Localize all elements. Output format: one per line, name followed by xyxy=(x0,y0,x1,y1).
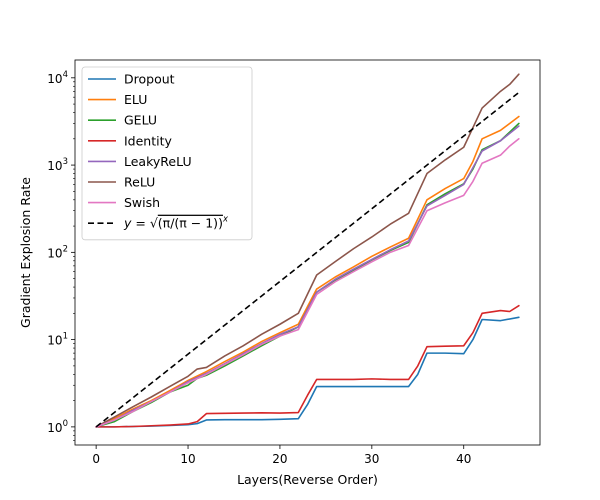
legend-label: Dropout xyxy=(124,72,175,87)
reference-line xyxy=(95,91,520,428)
series-lines xyxy=(95,73,520,428)
series-3-line xyxy=(95,304,520,428)
legend-label: ELU xyxy=(124,92,147,107)
y-axis-ticks: 100 101 102 103 104 xyxy=(47,70,75,441)
y-tick-label: 101 xyxy=(47,332,68,348)
y-tick-label: 104 xyxy=(47,70,68,86)
y-tick-label: 102 xyxy=(47,244,68,260)
x-axis-label: Layers(Reverse Order) xyxy=(237,472,378,487)
series-5-line xyxy=(95,73,520,428)
legend-label: LeakyReLU xyxy=(124,154,192,169)
x-tick-label: 0 xyxy=(92,452,100,466)
y-tick-label: 100 xyxy=(47,419,68,435)
x-tick-label: 40 xyxy=(456,452,471,466)
legend-label: Swish xyxy=(124,195,160,210)
legend-label: GELU xyxy=(124,113,157,128)
series-6-line xyxy=(95,138,520,428)
legend: Dropout ELU GELU Identity LeakyReLU ReLU Swish… xyxy=(81,66,253,241)
y-tick-label: 103 xyxy=(47,157,68,173)
y-axis-label: Gradient Explosion Rate xyxy=(18,177,33,328)
x-axis-ticks: 0 10 20 30 40 xyxy=(92,445,471,466)
x-tick-label: 20 xyxy=(272,452,287,466)
legend-label: ReLU xyxy=(124,175,155,190)
legend-box xyxy=(81,66,253,241)
legend-label: y = √(π/(π − 1))x xyxy=(123,215,229,231)
x-tick-label: 30 xyxy=(364,452,379,466)
x-tick-label: 10 xyxy=(180,452,195,466)
series-1-line xyxy=(95,115,520,428)
legend-label: Identity xyxy=(124,133,173,148)
